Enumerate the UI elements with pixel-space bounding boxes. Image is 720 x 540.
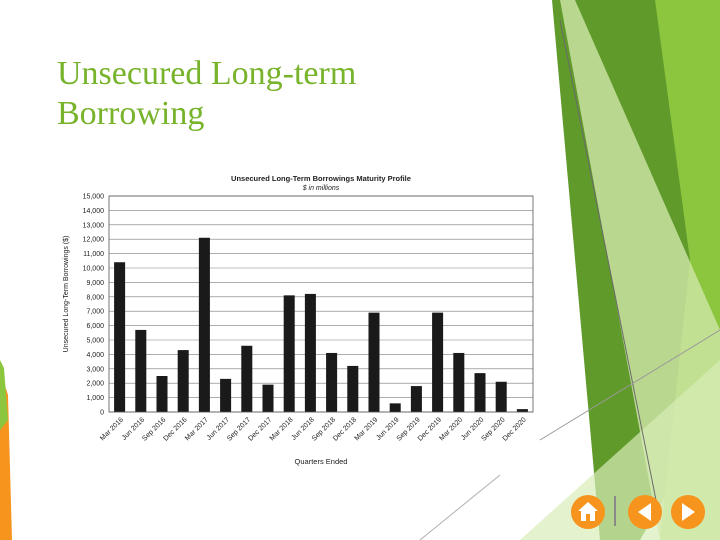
home-icon [571,495,605,529]
decor-line-3 [419,474,501,540]
bar [516,409,528,412]
nav-separator [614,496,616,526]
bar [495,381,507,412]
y-tick-label: 0 [100,410,104,417]
chart-y-axis-label: Unsecured Long-Term Borrowings ($) [63,236,70,353]
bar [347,365,359,412]
y-tick-label: 14,000 [83,208,105,215]
bar [326,352,338,412]
bar [389,403,401,412]
decor-line-2 [539,329,720,441]
y-tick-label: 9,000 [86,280,104,287]
chart-plot-frame [108,195,534,413]
bar [241,345,253,412]
bar [177,350,189,412]
bar [198,237,210,412]
chart-subtitle: $ in millions [302,185,340,192]
chart-gridlines [109,195,533,413]
decor-green-panel-bottom [520,360,720,540]
bar [304,293,316,412]
slide-title-line1: Unsecured Long-term [57,55,357,92]
decor-line-1 [559,19,661,521]
home-button[interactable] [570,494,606,530]
y-tick-label: 1,000 [86,395,104,402]
bar [283,295,295,412]
y-tick-label: 2,000 [86,381,104,388]
triangle-left-icon [628,495,662,529]
bar [474,373,486,412]
x-tick-label: Dec 2020 [502,416,528,442]
y-tick-label: 5,000 [86,338,104,345]
y-tick-label: 15,000 [83,194,105,201]
y-tick-label: 8,000 [86,294,104,301]
slide-title: Unsecured Long-term Borrowing [57,54,477,134]
bar [262,384,274,412]
bar [368,312,380,412]
chart-x-axis-label: Quarters Ended [295,457,348,466]
y-tick-label: 4,000 [86,352,104,359]
maturity-profile-chart: Unsecured Long-Term Borrowings Maturity … [63,174,534,466]
next-slide-button[interactable] [670,494,706,530]
bar [432,312,444,412]
y-tick-label: 6,000 [86,323,104,330]
decor-left-strip-green [0,360,8,430]
bar [135,329,147,412]
chart-title: Unsecured Long-Term Borrowings Maturity … [231,174,411,183]
previous-slide-button[interactable] [627,494,663,530]
y-tick-label: 7,000 [86,309,104,316]
y-tick-label: 11,000 [83,251,104,258]
y-tick-label: 3,000 [86,366,104,373]
chart-y-ticks: 0 1,000 2,000 3,000 4,000 5,000 6,000 7,000 8,00… [83,194,105,417]
triangle-right-icon [671,495,705,529]
bar [453,352,465,412]
bar [156,376,168,412]
y-tick-label: 10,000 [83,266,105,273]
slide-title-line2: Borrowing [57,95,205,132]
bar [114,262,126,412]
bar [220,378,232,412]
y-tick-label: 13,000 [83,222,105,229]
chart-bars [114,237,528,412]
y-tick-label: 12,000 [83,237,105,244]
bar [410,386,422,412]
